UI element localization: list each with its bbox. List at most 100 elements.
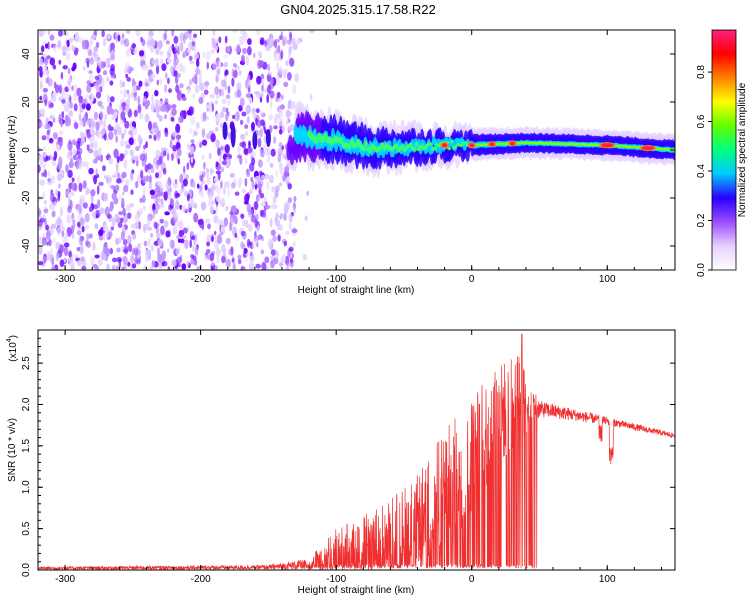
noise-blob <box>73 50 78 56</box>
noise-blob <box>127 234 132 245</box>
noise-blob <box>74 83 78 93</box>
noise-blob <box>247 224 253 232</box>
noise-blob <box>159 77 163 86</box>
noise-blob <box>143 78 149 88</box>
noise-blob <box>179 41 184 52</box>
noise-blob <box>251 151 256 158</box>
noise-blob <box>177 45 180 56</box>
noise-blob <box>195 128 198 134</box>
noise-blob <box>44 98 48 107</box>
noise-blob <box>175 84 180 94</box>
noise-blob <box>221 88 225 97</box>
noise-blob <box>143 223 147 234</box>
noise-blob <box>207 223 211 230</box>
noise-blob <box>123 245 129 255</box>
noise-blob <box>86 118 90 127</box>
noise-blob <box>45 224 49 231</box>
noise-blob <box>130 189 134 195</box>
noise-blob <box>158 115 163 122</box>
noise-blob <box>278 108 283 118</box>
noise-blob <box>237 145 241 154</box>
noise-blob <box>71 181 74 191</box>
noise-blob <box>119 153 124 162</box>
noise-blob <box>175 247 180 256</box>
noise-blob <box>55 252 60 262</box>
noise-blob <box>78 95 84 104</box>
noise-blob <box>103 224 109 232</box>
noise-blob <box>57 136 63 142</box>
noise-blob <box>59 244 65 253</box>
noise-blob <box>264 173 268 181</box>
x-tick-label: 0 <box>469 574 475 585</box>
noise-blob <box>182 178 188 187</box>
noise-blob <box>82 66 86 71</box>
noise-blob <box>41 135 47 141</box>
noise-blob <box>65 116 72 127</box>
noise-blob <box>252 52 256 59</box>
y-tick-label: 2.5 <box>21 356 32 370</box>
noise-blob <box>95 209 101 219</box>
noise-blob <box>139 153 146 161</box>
noise-blob <box>266 63 271 72</box>
noise-blob <box>174 44 178 54</box>
snr-scale-prefix: (x10 <box>8 342 19 362</box>
noise-blob <box>144 152 148 163</box>
noise-blob <box>194 84 200 94</box>
noise-blob <box>85 160 89 167</box>
noise-blob <box>99 154 104 163</box>
noise-blob <box>187 143 191 151</box>
noise-blob <box>144 255 149 263</box>
noise-blob <box>112 73 117 79</box>
noise-blob <box>127 261 131 267</box>
noise-blob <box>64 31 69 37</box>
noise-blob <box>189 239 192 249</box>
noise-blob <box>234 47 237 52</box>
noise-blob <box>181 96 187 101</box>
noise-blob <box>52 132 58 140</box>
noise-blob <box>58 96 63 102</box>
noise-blob <box>72 219 76 230</box>
noise-blob <box>156 64 160 75</box>
noise-blob <box>124 104 130 112</box>
noise-blob <box>265 148 272 156</box>
signal-core-inner <box>378 145 383 151</box>
noise-blob <box>72 182 78 192</box>
noise-blob <box>223 54 229 59</box>
noise-blob <box>210 49 215 54</box>
noise-blob <box>155 136 161 142</box>
noise-blob <box>282 68 287 79</box>
noise-blob <box>102 243 108 252</box>
noise-blob <box>123 88 127 99</box>
noise-blob <box>132 233 137 240</box>
noise-blob <box>171 108 177 116</box>
noise-blob <box>81 265 87 270</box>
noise-blob <box>133 247 139 257</box>
y-tick-label: 2.0 <box>21 397 32 411</box>
noise-blob <box>181 205 186 213</box>
noise-blob <box>193 258 198 266</box>
noise-blob <box>58 30 63 37</box>
noise-blob <box>211 200 215 206</box>
noise-blob <box>67 67 71 75</box>
noise-blob <box>38 261 44 266</box>
noise-blob <box>244 157 248 164</box>
noise-blob <box>220 145 224 151</box>
noise-blob <box>267 156 270 163</box>
noise-blob <box>290 100 296 110</box>
noise-blob <box>97 199 101 209</box>
noise-blob <box>100 253 107 261</box>
noise-blob <box>192 235 196 241</box>
colorbar-tick-label: 0.6 <box>696 114 707 128</box>
noise-blob <box>121 33 125 39</box>
noise-blob <box>275 250 279 259</box>
noise-blob <box>141 194 146 204</box>
noise-blob <box>183 190 189 197</box>
noise-blob <box>255 118 258 126</box>
noise-blob <box>270 126 273 133</box>
noise-blob <box>210 261 215 267</box>
noise-blob <box>283 240 287 247</box>
noise-blob <box>102 165 106 172</box>
noise-blob <box>214 100 218 105</box>
noise-blob <box>270 249 276 256</box>
noise-blob <box>160 203 164 209</box>
